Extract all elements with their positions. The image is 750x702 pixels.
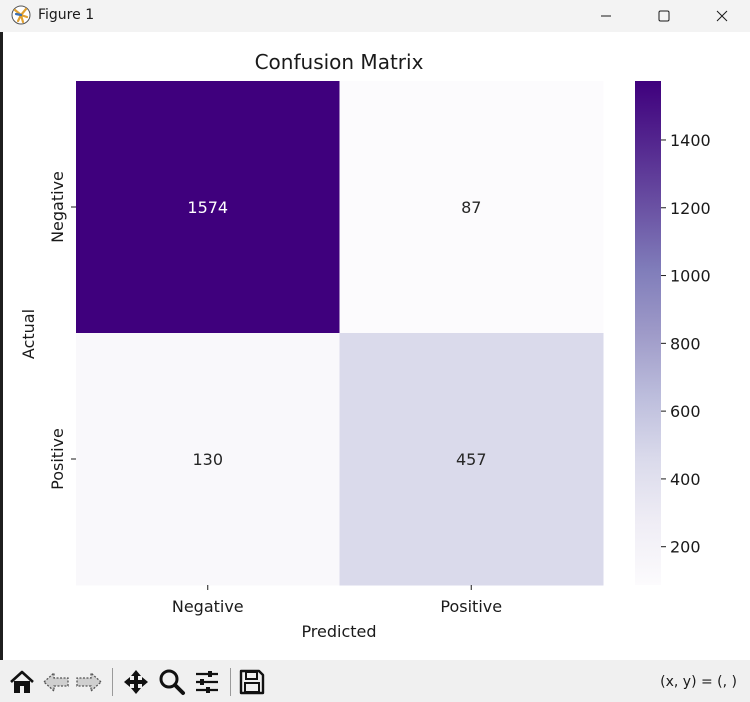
home-button[interactable] xyxy=(7,667,37,697)
window-title: Figure 1 xyxy=(38,7,95,23)
toolbar-separator xyxy=(112,668,113,696)
pan-button[interactable] xyxy=(121,667,151,697)
close-icon xyxy=(716,10,728,22)
zoom-button[interactable] xyxy=(157,667,187,697)
matplotlib-icon xyxy=(11,5,31,25)
colorbar-tick-label: 1200 xyxy=(670,199,711,218)
x-tick-label: Negative xyxy=(172,597,244,616)
save-button[interactable] xyxy=(237,667,267,697)
y-axis-label: Actual xyxy=(19,309,38,359)
home-icon xyxy=(10,670,34,693)
colorbar-tick-label: 1400 xyxy=(670,131,711,150)
heatmap-cell xyxy=(76,333,340,586)
cell-annotation: 1574 xyxy=(187,198,228,217)
colorbar-tick-label: 1000 xyxy=(670,267,711,286)
cell-annotation: 130 xyxy=(192,450,223,469)
arrow-right-icon xyxy=(76,671,102,693)
heatmap-cell xyxy=(339,333,604,586)
cursor-coordinates: (x, y) = (, ) xyxy=(660,674,737,690)
window-titlebar: Figure 1 xyxy=(0,0,750,32)
back-button[interactable] xyxy=(41,667,71,697)
arrow-left-icon xyxy=(43,671,69,693)
close-button[interactable] xyxy=(693,0,750,32)
cell-annotation: 457 xyxy=(456,450,487,469)
y-tick-label: Positive xyxy=(48,428,67,490)
sliders-icon xyxy=(196,671,218,693)
cell-annotation: 87 xyxy=(461,198,481,217)
x-axis-label: Predicted xyxy=(301,622,376,641)
floppy-disk-icon xyxy=(239,669,265,695)
colorbar-tick-label: 600 xyxy=(670,402,701,421)
colorbar-tick-label: 800 xyxy=(670,334,701,353)
chart-title: Confusion Matrix xyxy=(255,50,424,74)
colorbar-tick-label: 400 xyxy=(670,470,701,489)
move-icon xyxy=(124,670,148,694)
y-tick-label: Negative xyxy=(48,171,67,243)
navigation-toolbar: (x, y) = (, ) xyxy=(0,660,750,702)
colorbar-tick-label: 200 xyxy=(670,538,701,557)
forward-button[interactable] xyxy=(74,667,104,697)
heatmap-cell xyxy=(76,81,340,334)
heatmap-cell xyxy=(339,81,604,334)
maximize-button[interactable] xyxy=(635,0,693,32)
colorbar xyxy=(635,81,661,585)
window-left-border xyxy=(0,32,3,660)
minimize-icon xyxy=(601,15,611,17)
figure-canvas[interactable]: Confusion Matrix 1574 87 130 457 Negative Po… xyxy=(3,32,750,660)
x-tick-label: Positive xyxy=(440,597,502,616)
magnifier-icon xyxy=(159,669,185,695)
minimize-button[interactable] xyxy=(577,0,635,32)
heatmap-plot: Confusion Matrix 1574 87 130 457 Negative Po… xyxy=(19,50,711,641)
maximize-icon xyxy=(658,10,670,22)
toolbar-separator xyxy=(230,668,231,696)
configure-subplots-button[interactable] xyxy=(192,667,222,697)
